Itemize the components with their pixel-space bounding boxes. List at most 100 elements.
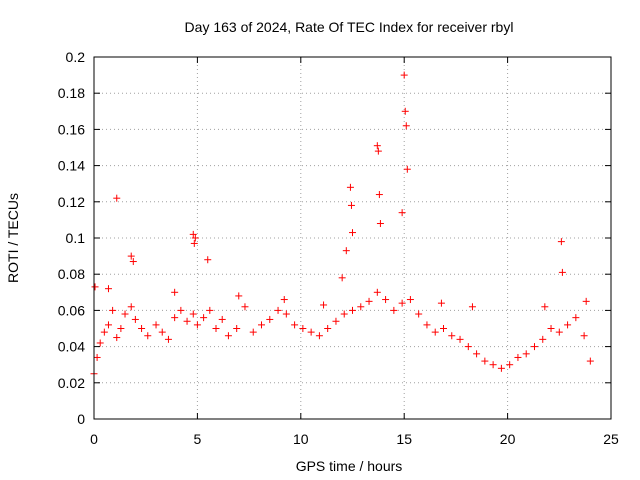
data-point (144, 332, 152, 340)
data-point (291, 321, 299, 329)
data-point (307, 328, 315, 336)
data-point (557, 238, 565, 246)
data-point (191, 234, 199, 242)
y-tick-label: 0.18 (58, 85, 85, 101)
x-tick-label: 5 (194, 431, 202, 447)
data-point (349, 306, 356, 314)
data-point (241, 303, 249, 311)
data-point (121, 310, 129, 318)
data-point (249, 328, 257, 336)
data-point (189, 230, 197, 238)
data-point (468, 303, 476, 311)
data-point (376, 220, 384, 228)
data-point (218, 315, 226, 323)
data-point (572, 314, 580, 322)
data-point (564, 321, 572, 329)
x-tick-label: 25 (603, 431, 619, 447)
data-point (373, 288, 381, 296)
data-point (113, 334, 121, 342)
data-point (481, 357, 489, 365)
data-point (506, 361, 514, 369)
y-tick-label: 0.12 (58, 194, 85, 210)
y-axis-title: ROTI / TECUs (5, 193, 21, 283)
data-point (374, 147, 382, 155)
data-point (342, 247, 350, 255)
data-point (400, 71, 408, 79)
data-point (204, 256, 212, 264)
y-tick-label: 0.08 (58, 266, 85, 282)
data-point (258, 321, 266, 329)
data-point (193, 321, 201, 329)
data-point (266, 315, 274, 323)
data-point (456, 335, 464, 343)
data-point (113, 194, 121, 202)
data-point (347, 201, 355, 209)
data-point (489, 361, 497, 369)
data-point (171, 288, 179, 296)
data-point (558, 268, 566, 276)
data-point (403, 165, 411, 173)
data-point (212, 325, 220, 332)
data-point (206, 306, 214, 314)
data-point (338, 274, 346, 282)
data-point (190, 239, 198, 247)
data-point (100, 328, 108, 336)
data-point (233, 325, 241, 332)
data-point (320, 301, 328, 309)
y-tick-label: 0.2 (66, 49, 86, 65)
data-point (282, 310, 290, 318)
data-point (365, 297, 373, 305)
data-point (582, 297, 590, 305)
data-point (406, 296, 414, 304)
data-point (131, 315, 139, 323)
data-point (127, 303, 135, 311)
data-point (200, 314, 208, 322)
data-point (127, 252, 135, 260)
x-axis-title: GPS time / hours (296, 458, 403, 474)
data-point (171, 314, 179, 322)
data-point (324, 325, 332, 332)
data-point (473, 350, 481, 358)
data-point (375, 191, 383, 199)
data-point (415, 310, 423, 318)
data-point (437, 299, 445, 307)
data-point (109, 306, 117, 314)
data-point (357, 303, 365, 311)
data-point (117, 325, 125, 332)
data-point (158, 328, 166, 336)
data-point (390, 306, 398, 314)
data-point (129, 258, 137, 266)
data-points (90, 71, 594, 378)
data-point (104, 321, 112, 329)
data-point (93, 353, 101, 361)
data-point (332, 317, 340, 325)
chart-title: Day 163 of 2024, Rate Of TEC Index for r… (185, 19, 514, 35)
data-point (189, 310, 197, 318)
data-point (586, 357, 594, 365)
y-tick-label: 0 (77, 411, 85, 427)
data-point (138, 325, 146, 332)
data-point (530, 343, 538, 351)
data-point (423, 321, 431, 329)
data-point (340, 310, 348, 318)
data-point (177, 306, 185, 314)
y-tick-label: 0.1 (66, 230, 86, 246)
data-point (152, 321, 160, 329)
y-tick-label: 0.06 (58, 302, 85, 318)
data-point (541, 303, 549, 311)
data-point (522, 350, 530, 358)
data-point (235, 292, 243, 300)
data-point (315, 332, 323, 340)
data-point (91, 283, 99, 291)
data-point (280, 296, 288, 304)
data-point (431, 328, 439, 336)
data-point (547, 325, 555, 332)
data-point (96, 339, 104, 347)
data-point (274, 306, 282, 314)
x-tick-label: 10 (293, 431, 309, 447)
data-point (164, 335, 172, 343)
data-point (398, 209, 406, 217)
data-point (104, 285, 112, 293)
